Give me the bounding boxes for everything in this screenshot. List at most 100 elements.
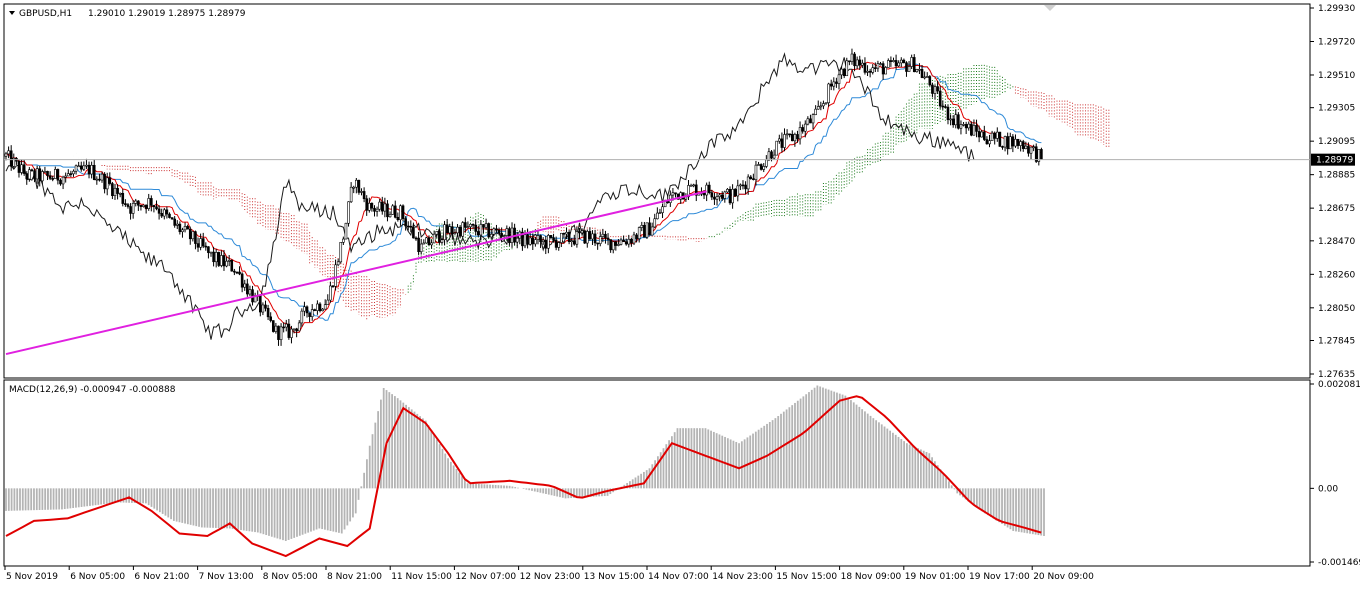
time-tick-label: 20 Nov 09:00 bbox=[1033, 572, 1094, 582]
candle-body bbox=[246, 283, 249, 295]
candle-body bbox=[1021, 141, 1025, 149]
candle-body bbox=[204, 245, 208, 248]
candle-body bbox=[671, 192, 675, 196]
candle-body bbox=[502, 235, 506, 237]
candle-body bbox=[92, 164, 96, 180]
time-tick-label: 6 Nov 05:00 bbox=[70, 572, 125, 582]
candle-body bbox=[126, 204, 130, 207]
candle-body bbox=[617, 244, 620, 246]
candle-body bbox=[656, 212, 659, 220]
candle-body bbox=[938, 90, 942, 107]
macd-signal-line bbox=[5, 395, 1042, 558]
candle-body bbox=[650, 226, 654, 236]
candle-body bbox=[1037, 149, 1041, 162]
candle-body bbox=[835, 81, 838, 84]
candle-body bbox=[383, 203, 387, 212]
candle-body bbox=[432, 233, 436, 244]
candle-body bbox=[884, 67, 888, 75]
candle-body bbox=[588, 231, 592, 240]
candle-body bbox=[440, 239, 444, 243]
candle-body bbox=[733, 188, 737, 197]
candle-body bbox=[339, 242, 343, 263]
candle-body bbox=[181, 229, 184, 233]
candle-body bbox=[342, 238, 345, 243]
candle-body bbox=[214, 252, 218, 263]
time-axis: 5 Nov 2019 6 Nov 05:00 6 Nov 21:00 7 Nov 13… bbox=[4, 566, 1094, 582]
candle-body bbox=[425, 237, 428, 244]
candle-body bbox=[487, 223, 490, 238]
candle-body bbox=[409, 225, 413, 228]
candle-body bbox=[905, 62, 908, 72]
chevron-down-icon[interactable] bbox=[9, 11, 15, 15]
candle-body bbox=[676, 193, 680, 200]
candle-body bbox=[557, 242, 561, 248]
candle-body bbox=[710, 192, 714, 198]
candle-body bbox=[951, 118, 955, 126]
candle-body bbox=[957, 114, 960, 129]
candle-body bbox=[627, 238, 631, 245]
candle-body bbox=[970, 123, 973, 136]
candle-body bbox=[583, 230, 586, 244]
candle-body bbox=[144, 204, 148, 209]
candle-body bbox=[674, 192, 677, 195]
candle-body bbox=[495, 228, 498, 231]
candle-body bbox=[648, 222, 651, 236]
candle-body bbox=[199, 238, 202, 248]
candle-body bbox=[191, 231, 195, 240]
candle-body bbox=[920, 68, 924, 78]
candle-body bbox=[705, 184, 708, 196]
symbol-label: GBPUSD,H1 bbox=[19, 9, 72, 19]
candle-body bbox=[46, 171, 49, 176]
price-tick-label: 1.28885 bbox=[1318, 171, 1355, 181]
candle-body bbox=[54, 169, 57, 179]
price-panel-frame bbox=[3, 3, 1311, 379]
candle-body bbox=[108, 177, 112, 184]
time-tick-label: 12 Nov 07:00 bbox=[455, 572, 516, 582]
candle-body bbox=[796, 134, 799, 140]
candle-body bbox=[959, 124, 963, 129]
candle-body bbox=[142, 204, 145, 207]
candle-body bbox=[121, 192, 125, 204]
candle-body bbox=[593, 233, 597, 244]
candle-body bbox=[373, 207, 376, 212]
time-tick-label: 14 Nov 07:00 bbox=[648, 572, 709, 582]
candle-body bbox=[868, 70, 872, 73]
candle-body bbox=[380, 201, 384, 212]
candle-body bbox=[749, 176, 753, 179]
chart-shift-marker-icon[interactable] bbox=[1044, 5, 1056, 11]
candle-body bbox=[266, 307, 270, 318]
candle-body bbox=[741, 184, 745, 187]
candle-body bbox=[739, 184, 742, 187]
candle-body bbox=[536, 235, 540, 240]
candle-body bbox=[653, 218, 657, 228]
time-tick-label: 13 Nov 15:00 bbox=[584, 572, 645, 582]
trendline[interactable] bbox=[5, 190, 707, 356]
candle-body bbox=[560, 232, 563, 243]
candle-body bbox=[290, 328, 293, 338]
candle-body bbox=[170, 217, 174, 220]
candle-body bbox=[624, 241, 628, 245]
candle-body bbox=[303, 306, 306, 312]
candle-body bbox=[728, 189, 732, 204]
candle-body bbox=[619, 239, 623, 245]
candle-body bbox=[129, 206, 132, 214]
candle-body bbox=[604, 233, 607, 239]
candle-body bbox=[541, 239, 545, 242]
candle-body bbox=[284, 323, 288, 328]
macd-signal-path bbox=[5, 395, 1042, 558]
candle-body bbox=[658, 212, 662, 214]
candle-body bbox=[531, 237, 535, 245]
candle-body bbox=[479, 224, 483, 236]
candle-body bbox=[352, 186, 356, 189]
candle-body bbox=[259, 295, 262, 313]
candle-body bbox=[336, 261, 340, 266]
candle-body bbox=[1032, 146, 1035, 149]
candle-body bbox=[393, 205, 397, 218]
candle-body bbox=[848, 60, 851, 63]
candle-body bbox=[9, 150, 13, 167]
candle-body bbox=[74, 165, 78, 172]
candle-body bbox=[606, 237, 610, 240]
candle-body bbox=[801, 127, 804, 132]
candle-body bbox=[484, 223, 488, 228]
